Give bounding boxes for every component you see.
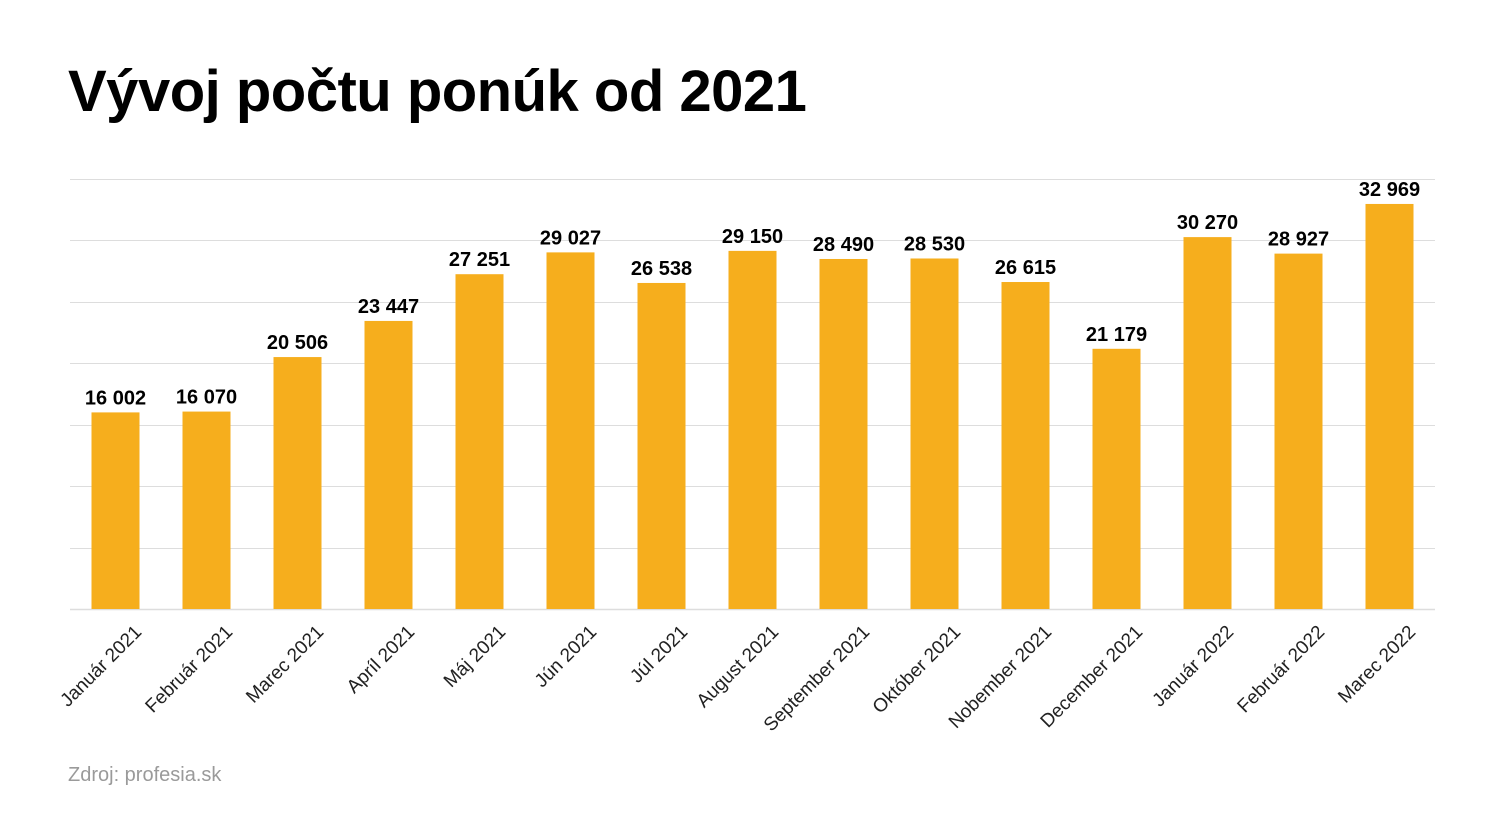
bar: [1274, 253, 1323, 609]
bar: [546, 252, 595, 609]
bar: [1092, 348, 1141, 609]
x-tick-label: Január 2022: [1149, 622, 1239, 712]
bar: [910, 258, 959, 609]
bar: [273, 357, 322, 609]
x-tick-label: Marec 2022: [1334, 622, 1420, 708]
value-label: 21 179: [1086, 324, 1147, 346]
x-tick-label: Marec 2021: [242, 622, 328, 708]
bar: [1365, 203, 1414, 610]
bar: [637, 282, 686, 609]
x-tick-label: Júl 2021: [626, 622, 692, 688]
bar: [1001, 282, 1050, 609]
value-labels: 16 002 16 070 20 506 23 447 27 251 29 027 26 5…: [85, 179, 1420, 409]
x-tick-label: Február 2021: [142, 622, 238, 718]
value-label: 23 447: [358, 296, 419, 318]
x-tick-label: Február 2022: [1234, 622, 1330, 718]
x-tick-label: Október 2021: [869, 622, 965, 718]
x-tick-label: Jún 2021: [531, 622, 601, 692]
value-label: 27 251: [449, 249, 510, 271]
value-label: 26 538: [631, 258, 692, 280]
value-label: 32 969: [1359, 179, 1420, 201]
value-label: 26 615: [995, 257, 1056, 279]
chart-title: Vývoj počtu ponúk od 2021: [68, 59, 807, 124]
bar: [182, 411, 231, 609]
x-tick-label: Apríl 2021: [343, 622, 419, 698]
x-tick-label: Január 2021: [57, 622, 147, 712]
value-label: 20 506: [267, 332, 328, 354]
bar: [364, 320, 413, 609]
value-label: 29 027: [540, 227, 601, 249]
value-label: 16 070: [176, 387, 237, 409]
source-note: Zdroj: profesia.sk: [68, 764, 222, 786]
bar: [1183, 237, 1232, 609]
bars: [91, 203, 1414, 610]
value-label: 28 927: [1268, 229, 1329, 251]
bar: [455, 274, 504, 609]
value-label: 29 150: [722, 226, 783, 248]
x-tick-label: August 2021: [693, 622, 783, 712]
value-label: 16 002: [85, 387, 146, 409]
bar: [728, 250, 777, 609]
x-tick-label: Máj 2021: [440, 622, 510, 692]
bar: [91, 412, 140, 609]
value-label: 28 490: [813, 234, 874, 256]
value-label: 30 270: [1177, 212, 1238, 234]
bar: [819, 258, 868, 609]
value-label: 28 530: [904, 233, 965, 255]
